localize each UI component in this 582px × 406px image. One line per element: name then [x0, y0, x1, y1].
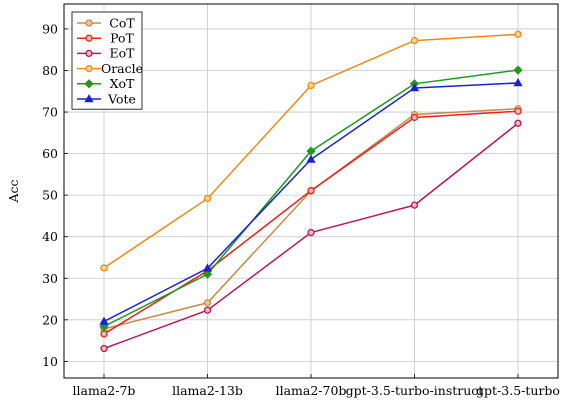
data-point-eot — [203, 306, 212, 314]
data-point-eot — [100, 344, 108, 353]
legend-item-eot: EoT — [77, 46, 135, 61]
data-point-oracle — [203, 194, 212, 203]
legend-box — [71, 11, 143, 110]
legend-label: Vote — [107, 91, 136, 106]
series-layer — [99, 30, 523, 353]
legend-swatch-marker — [84, 94, 94, 103]
data-point-pot — [514, 107, 522, 115]
legend-item-oracle: Oracle — [77, 61, 143, 76]
legend-label: XoT — [110, 76, 135, 91]
y-tick-label: 80 — [42, 63, 58, 78]
axis-ticks: 10 20 30 40 50 60 70 80 90 llama2-7b llama2-13b lla… — [42, 21, 560, 398]
y-axis-title: Acc — [6, 179, 21, 203]
data-point-oracle — [307, 81, 315, 90]
data-point-eot — [307, 228, 315, 237]
data-point-xot — [513, 65, 523, 75]
data-point-pot — [100, 330, 108, 338]
series-oracle — [100, 30, 522, 272]
y-tick-label: 40 — [42, 229, 58, 244]
legend-label: CoT — [109, 15, 135, 30]
legend-item-cot: CoT — [77, 15, 135, 30]
y-tick-label: 30 — [42, 271, 58, 286]
legend-label: PoT — [110, 31, 134, 46]
data-point-eot — [514, 119, 522, 127]
data-point-oracle — [410, 36, 419, 45]
data-point-vote — [306, 154, 316, 163]
legend-swatch-marker — [84, 79, 94, 89]
y-tick-label: 70 — [42, 105, 58, 120]
data-point-oracle — [100, 264, 108, 272]
series-xot — [99, 65, 523, 332]
legend-label: Oracle — [101, 61, 143, 76]
data-point-vote — [202, 263, 213, 272]
data-point-eot — [410, 201, 419, 209]
x-tick-label: llama2-7b — [73, 383, 136, 398]
legend-swatch-marker — [85, 64, 93, 73]
legend-swatch-marker — [85, 34, 93, 42]
y-tick-label: 20 — [42, 312, 58, 327]
data-point-vote — [99, 316, 109, 325]
legend-item-vote: Vote — [77, 91, 136, 106]
data-point-cot — [203, 299, 212, 307]
data-point-vote — [409, 83, 420, 92]
x-tick-label: gpt-3.5-turbo-instruct — [346, 383, 484, 398]
data-point-pot — [410, 113, 419, 122]
legend-swatch-marker — [85, 19, 93, 27]
y-tick-label: 60 — [42, 146, 58, 161]
y-tick-label: 90 — [42, 21, 58, 36]
x-tick-label: llama2-70b — [276, 383, 347, 398]
legend-item-pot: PoT — [77, 31, 135, 46]
data-point-xot — [202, 269, 213, 279]
y-tick-label: 50 — [42, 188, 58, 203]
legend-item-xot: XoT — [77, 76, 135, 91]
series-eot — [100, 119, 522, 353]
series-vote — [99, 78, 523, 325]
legend-swatch-marker — [85, 49, 93, 58]
data-point-pot — [307, 186, 315, 195]
data-point-vote — [513, 78, 523, 87]
legend-label: EoT — [110, 46, 136, 61]
x-tick-label: llama2-13b — [172, 383, 243, 398]
y-tick-label: 10 — [42, 354, 58, 369]
x-tick-label: gpt-3.5-turbo — [476, 383, 560, 398]
data-point-oracle — [514, 30, 522, 38]
